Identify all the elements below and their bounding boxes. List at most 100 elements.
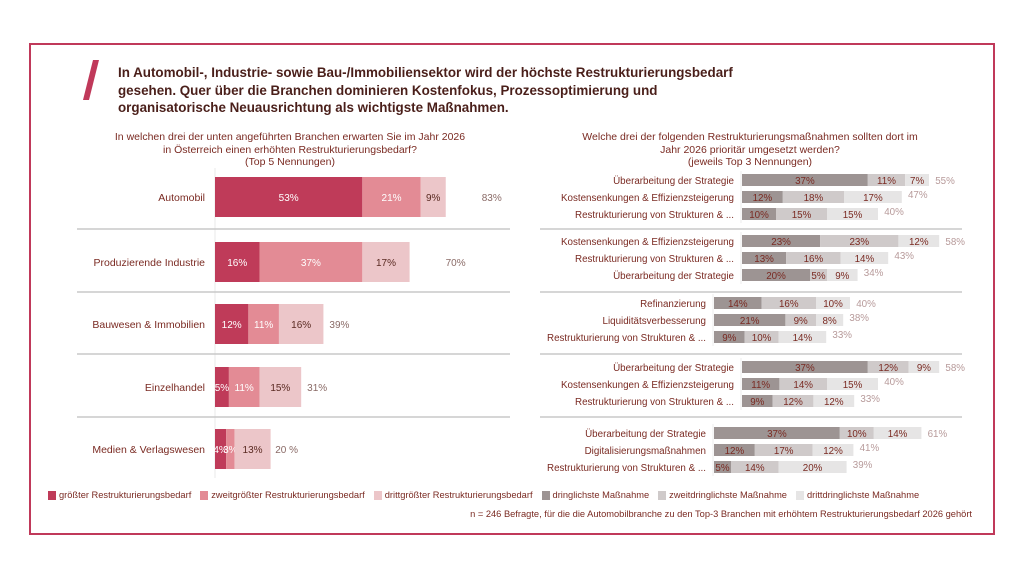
measure-label: Restrukturierung von Strukturen & ... (575, 210, 734, 221)
measure-bar-segment (778, 461, 847, 473)
measure-bar-label: 14% (745, 463, 765, 474)
legend-swatch (48, 490, 56, 500)
legend-item: zweitdringlichste Maßnahme (658, 490, 787, 500)
measure-bar-label: 12% (909, 237, 929, 248)
measure-total-label: 38% (849, 313, 869, 324)
measure-bar-segment (867, 361, 909, 373)
measure-bar-segment (867, 174, 906, 186)
industry-total-label: 83% (482, 193, 502, 204)
measure-bar-label: 10% (823, 299, 843, 310)
measure-bar-segment (731, 461, 779, 473)
measure-bar-label: 5% (811, 271, 825, 282)
measure-bar-segment (742, 361, 868, 373)
left-question: In welchen drei der unten angeführten Br… (70, 131, 510, 169)
industry-bar-segment (226, 429, 235, 469)
legend-item: dringlichste Maßnahme (541, 490, 650, 500)
measure-total-label: 40% (856, 299, 876, 310)
measure-bar-label: 11% (877, 176, 896, 187)
industry-bar-label: 16% (291, 320, 311, 331)
measure-bar-segment (714, 331, 745, 343)
measure-total-label: 55% (935, 176, 955, 187)
measure-total-label: 33% (832, 330, 852, 341)
sample-note: n = 246 Befragte, für die die Automobilb… (470, 509, 972, 519)
industry-bar-label: 9% (426, 193, 441, 204)
legend-swatch (373, 490, 382, 500)
legend-item: zweitgrößter Restrukturierungsbedarf (200, 490, 365, 500)
measure-label: Kostensenkungen & Effizienzsteigerung (561, 237, 734, 248)
measure-label: Liquiditätsverbesserung (603, 316, 706, 327)
measure-total-label: 58% (945, 363, 965, 374)
measure-bar-segment (813, 395, 855, 407)
measure-bar-label: 12% (725, 446, 745, 457)
measure-bar-segment (908, 361, 940, 373)
legend-label: drittgrößter Restrukturierungsbedarf (384, 490, 533, 500)
left-question-line-2: in Österreich einen erhöhten Restrukturi… (163, 143, 417, 156)
headline: In Automobil-, Industrie- sowie Bau-/Imm… (118, 65, 733, 115)
measure-total-label: 40% (884, 377, 904, 388)
measure-bar-segment (778, 331, 827, 343)
measure-bar-label: 16% (779, 299, 799, 310)
industry-bar-segment (215, 177, 363, 217)
measure-total-label: 43% (894, 251, 914, 262)
measure-total-label: 39% (853, 460, 873, 471)
industry-bar-segment (234, 429, 271, 469)
measure-bar-segment (812, 444, 854, 456)
legend-label: dringlichste Maßnahme (552, 490, 650, 500)
measure-bar-label: 12% (878, 363, 898, 374)
measure-label: Restrukturierung von Strukturen & ... (547, 463, 706, 474)
industry-bar-label: 15% (270, 383, 290, 394)
measure-bar-label: 10% (847, 429, 867, 440)
industry-bar-segment (362, 242, 410, 282)
industry-label: Produzierende Industrie (94, 257, 206, 269)
measure-bar-segment (742, 191, 783, 203)
measure-bar-label: 9% (917, 363, 931, 374)
measure-bar-label: 9% (835, 271, 849, 282)
legend-item: größter Restrukturierungsbedarf (48, 490, 191, 500)
measure-bar-label: 21% (740, 316, 760, 327)
legend: größter Restrukturierungsbedarf zweitgrö… (48, 490, 928, 500)
measure-bar-label: 14% (888, 429, 908, 440)
industry-bar-segment (248, 304, 279, 344)
measure-bar-label: 12% (823, 446, 843, 457)
measure-bar-label: 7% (910, 176, 924, 187)
left-question-line-3: (Top 5 Nennungen) (245, 156, 335, 168)
legend-swatch (795, 490, 804, 500)
measure-bar-label: 9% (750, 397, 764, 408)
measure-bar-segment (827, 269, 858, 281)
industry-total-label: 20 % (275, 445, 298, 456)
industry-bar-segment (278, 304, 324, 344)
measure-total-label: 34% (864, 268, 884, 279)
measure-bar-label: 23% (849, 237, 869, 248)
legend-label: zweitdringlichste Maßnahme (669, 490, 787, 500)
industry-total-label: 39% (329, 320, 349, 331)
measure-bar-segment (742, 174, 868, 186)
industry-bar-label: 21% (382, 193, 402, 204)
measure-bar-segment (840, 252, 889, 264)
measure-bar-label: 37% (795, 363, 815, 374)
measure-label: Kostensenkungen & Effizienzsteigerung (561, 193, 734, 204)
measure-bar-label: 11% (751, 380, 770, 391)
industry-bar-label: 11% (235, 383, 254, 394)
measure-bar-segment (827, 378, 878, 390)
measure-bar-segment (742, 269, 810, 281)
measure-label: Überarbeitung der Strategie (613, 271, 734, 282)
legend-item: drittgrößter Restrukturierungsbedarf (373, 490, 533, 500)
right-question-line-1: Welche drei der folgenden Restrukturieru… (582, 131, 918, 143)
measure-total-label: 47% (908, 190, 928, 201)
right-question-line-2: Jahr 2026 prioritär umgesetzt werden? (660, 143, 840, 156)
industry-bar-segment (228, 367, 260, 407)
measure-bar-segment (810, 269, 827, 281)
measure-bar-segment (744, 331, 779, 343)
measure-bar-label: 14% (855, 254, 875, 265)
measure-bar-label: 12% (783, 397, 803, 408)
industry-bar-label: 12% (222, 320, 242, 331)
measure-bar-segment (714, 314, 786, 326)
measure-bar-label: 12% (824, 397, 844, 408)
industry-bar-segment (420, 177, 446, 217)
industry-bar-segment (215, 429, 227, 469)
industry-total-label: 31% (307, 383, 327, 394)
measure-bar-segment (786, 252, 841, 264)
industry-bar-segment (215, 304, 249, 344)
measure-bar-label: 14% (728, 299, 748, 310)
